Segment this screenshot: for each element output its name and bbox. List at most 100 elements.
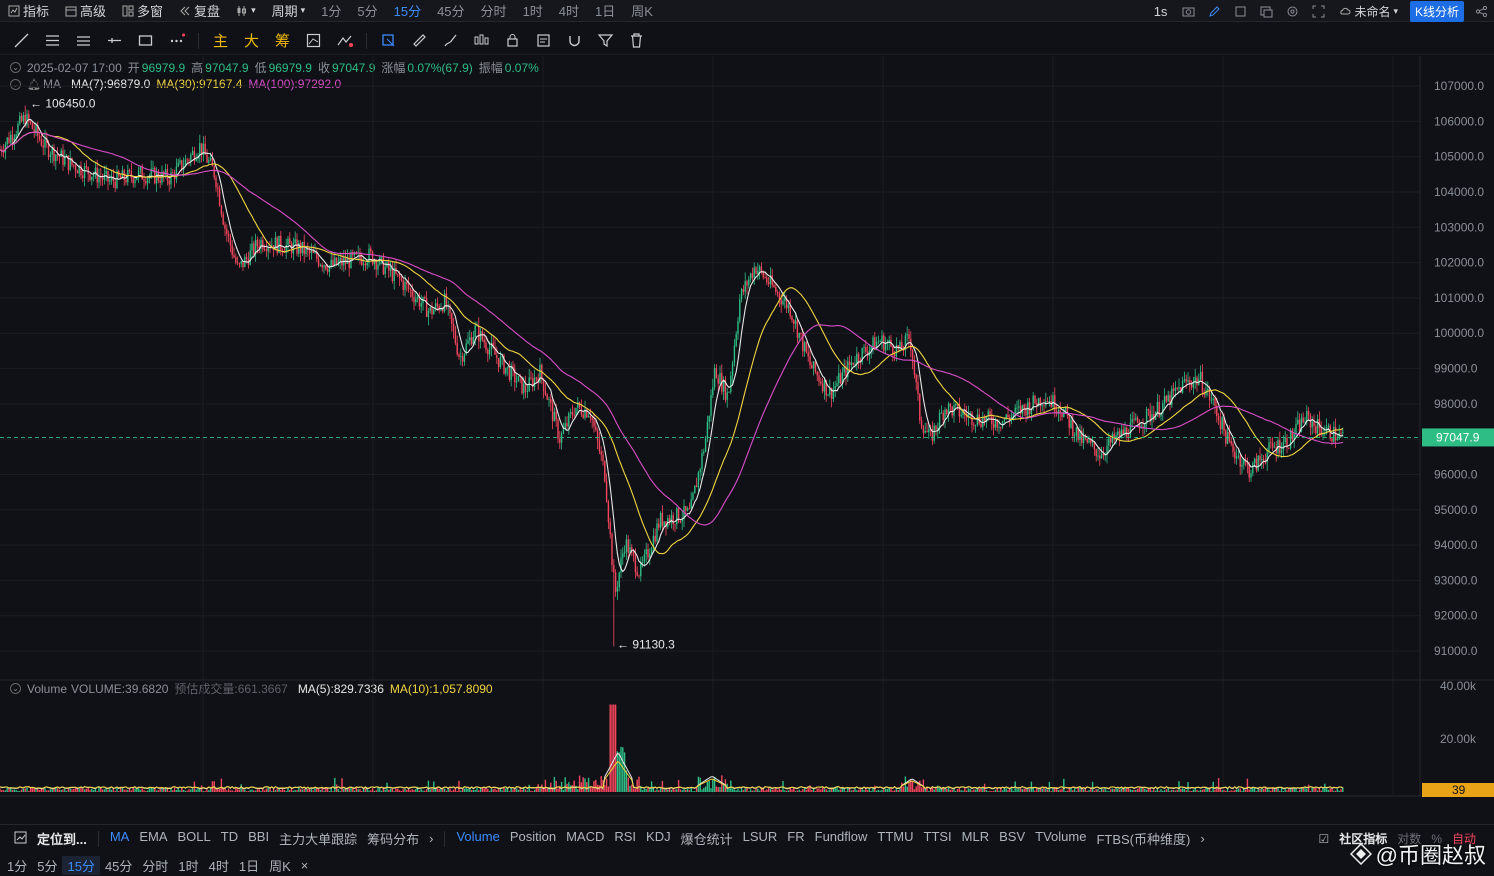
lock-icon[interactable] (497, 27, 528, 55)
open-value: 96979.9 (141, 60, 186, 75)
community-icon[interactable]: ☑ (1318, 831, 1330, 846)
chip-button[interactable]: 筹 (274, 33, 290, 50)
indicator-tab[interactable]: 筹码分布 (367, 832, 420, 847)
candlestick-chart[interactable]: 107000.0106000.0105000.0104000.0103000.0… (0, 56, 1494, 800)
interval-tab[interactable]: 分时 (480, 4, 507, 19)
share-icon[interactable] (1468, 0, 1494, 22)
indicator-tab[interactable]: MA (109, 829, 130, 844)
chart-type-button[interactable]: ▾ (228, 0, 264, 22)
indicator-tab[interactable]: FTBS(币种维度) (1096, 832, 1191, 847)
interval-tab[interactable]: 周K (631, 4, 653, 19)
volume-bar (832, 787, 835, 792)
big-order-button[interactable]: 大 (243, 33, 259, 50)
interval-tab[interactable]: 1时 (522, 4, 543, 19)
bottom-interval-tab[interactable]: 1日 (238, 858, 260, 874)
refresh-rate[interactable]: 1s (1153, 3, 1168, 19)
brush-icon[interactable] (435, 27, 466, 55)
kline-analysis-button[interactable]: K线分析 (1409, 0, 1464, 22)
filter-icon[interactable] (590, 27, 621, 55)
bottom-interval-tab[interactable]: 1分 (7, 858, 28, 874)
signal-icon[interactable] (329, 27, 360, 55)
chevron-right-icon[interactable]: › (429, 831, 434, 846)
percent-scale-toggle[interactable]: % (1431, 831, 1442, 846)
indicator-tab[interactable]: TTSI (923, 829, 952, 844)
volume-bar (1198, 790, 1200, 792)
chevron-right-icon[interactable]: › (1200, 831, 1205, 846)
indicator-tab[interactable]: 爆仓统计 (680, 832, 733, 847)
bottom-interval-tab[interactable]: 分时 (142, 858, 169, 874)
indicator-tab[interactable]: FR (787, 829, 805, 844)
auto-pattern-icon[interactable] (298, 27, 329, 55)
bottom-interval-tab[interactable]: 1时 (178, 858, 199, 874)
camera-icon[interactable] (1175, 0, 1201, 22)
indicator-tab[interactable]: MACD (566, 829, 605, 844)
candle-body (1239, 455, 1241, 467)
indicator-tab[interactable]: TVolume (1035, 829, 1087, 844)
interval-tab[interactable]: 1分 (321, 4, 342, 19)
volume-bar (1171, 789, 1173, 792)
close-icon[interactable]: × (300, 857, 309, 873)
bottom-interval-tab[interactable]: 45分 (104, 858, 133, 874)
indicators-button[interactable]: 指标 (0, 0, 57, 22)
parallel-channel-icon[interactable] (68, 27, 99, 55)
indicator-tab[interactable]: BOLL (177, 829, 211, 844)
interval-tab[interactable]: 15分 (393, 4, 422, 19)
indicator-tab[interactable]: Fundflow (814, 829, 868, 844)
multi-window-button[interactable]: 多窗 (114, 0, 171, 22)
candle-body (632, 550, 635, 556)
layout-dropdown[interactable]: 未命名 ▾ (1331, 0, 1406, 22)
indicator-tab[interactable]: MLR (961, 829, 990, 844)
indicator-tab[interactable]: EMA (139, 829, 168, 844)
locate-icon[interactable] (0, 831, 32, 847)
ruler-icon[interactable] (404, 27, 435, 55)
locate-button[interactable]: 定位到... (37, 832, 87, 847)
indicator-tab[interactable]: RSI (614, 829, 637, 844)
interval-tab[interactable]: 4时 (558, 4, 580, 19)
indicator-tab[interactable]: TTMU (877, 829, 914, 844)
collapse-icon[interactable]: ⌄ (10, 683, 21, 694)
collapse-icon[interactable]: ⌄ (10, 62, 21, 73)
horizontal-lines-icon[interactable] (37, 27, 68, 55)
indicator-tab[interactable]: BBI (248, 829, 270, 844)
fullscreen-icon[interactable] (1305, 0, 1331, 22)
advanced-button[interactable]: 高级 (57, 0, 114, 22)
rectangle-icon[interactable] (130, 27, 161, 55)
stack-icon[interactable] (1253, 0, 1279, 22)
main-force-button[interactable]: 主 (212, 33, 228, 50)
indicator-tab[interactable]: Volume (456, 829, 500, 844)
magnet-icon[interactable] (559, 27, 590, 55)
indicator-tab[interactable]: BSV (999, 829, 1026, 844)
trend-line-icon[interactable] (6, 27, 37, 55)
settings-icon[interactable] (1279, 0, 1305, 22)
indicator-tab[interactable]: 主力大单跟踪 (279, 832, 358, 847)
candles-compare-icon[interactable] (466, 27, 497, 55)
interval-tab[interactable]: 45分 (437, 4, 465, 19)
bell-icon[interactable]: 🔔︎ (27, 78, 41, 91)
bottom-interval-tab[interactable]: 5分 (37, 858, 58, 874)
log-scale-toggle[interactable]: 对数 (1397, 832, 1422, 846)
volume-bar (258, 789, 260, 792)
interval-tab[interactable]: 5分 (357, 4, 378, 19)
select-tool-icon[interactable] (373, 27, 404, 55)
auto-scale-toggle[interactable]: 自动 (1451, 832, 1476, 846)
indicator-tab[interactable]: TD (220, 829, 239, 844)
replay-button[interactable]: 复盘 (171, 0, 228, 22)
period-dropdown[interactable]: 周期 ▾ (264, 0, 314, 22)
volume-bar (501, 790, 503, 792)
indicator-tab[interactable]: Position (509, 829, 557, 844)
collapse-icon[interactable]: ⌄ (10, 78, 21, 90)
pen-icon[interactable] (1201, 0, 1227, 22)
bottom-interval-tab[interactable]: 周K (269, 858, 291, 874)
indicator-tab[interactable]: KDJ (646, 829, 671, 844)
interval-tab[interactable]: 1日 (595, 4, 616, 19)
bottom-interval-tab[interactable]: 15分 (62, 855, 100, 875)
more-tools-icon[interactable] (161, 27, 192, 55)
bottom-interval-tab[interactable]: 4时 (208, 858, 229, 874)
candle-body (1158, 401, 1160, 417)
horizontal-ray-icon[interactable] (99, 27, 130, 55)
window-icon[interactable] (1227, 0, 1253, 22)
community-indicators-button[interactable]: 社区指标 (1339, 832, 1388, 846)
indicator-tab[interactable]: LSUR (742, 829, 778, 844)
trash-icon[interactable] (621, 27, 652, 55)
notes-icon[interactable] (528, 27, 559, 55)
